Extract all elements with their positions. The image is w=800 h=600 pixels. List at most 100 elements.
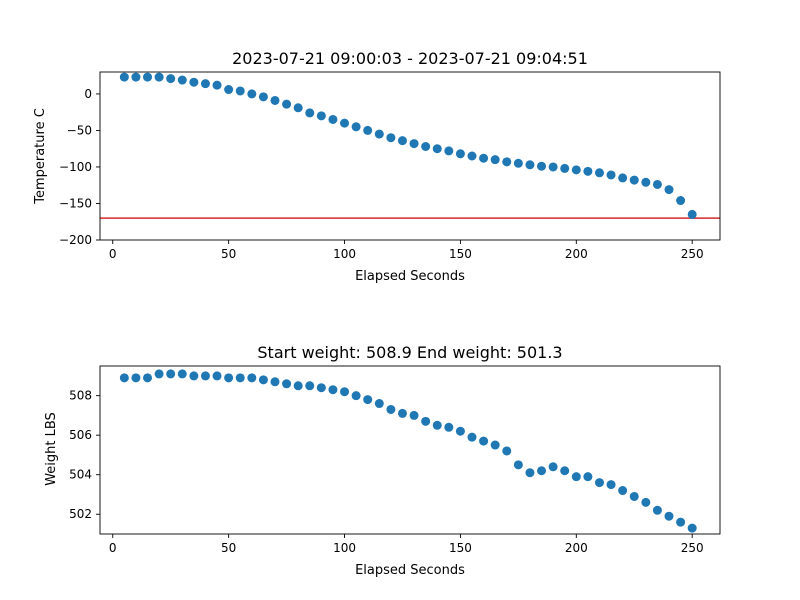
temperature-data-point <box>606 170 616 180</box>
temperature-data-point <box>328 114 338 124</box>
temperature-data-point <box>490 155 500 165</box>
weight-data-point <box>131 373 141 383</box>
temperature-data-point <box>664 185 674 195</box>
temperature-data-point <box>374 129 384 139</box>
temperature-data-point <box>537 161 547 171</box>
weight-data-point <box>119 373 129 383</box>
temperature-data-point <box>687 209 697 219</box>
weight-y-axis-label: Weight LBS <box>44 412 59 486</box>
weight-data-point <box>490 440 500 450</box>
weight-y-tick-label: 504 <box>69 468 92 482</box>
weight-data-point <box>455 426 465 436</box>
weight-data-point <box>548 462 558 472</box>
weight-y-tick-label: 502 <box>69 507 92 521</box>
temperature-x-tick-label: 50 <box>221 247 236 261</box>
weight-data-point <box>224 373 234 383</box>
weight-data-point <box>270 377 280 387</box>
temperature-plot-area: 0 50 100 150 200 250 −200 −150 −100 −50 0 <box>59 71 721 261</box>
temperature-data-point <box>409 139 419 149</box>
temperature-data-point <box>455 149 465 159</box>
temperature-y-tick-label: −50 <box>67 123 92 137</box>
weight-data-point <box>328 385 338 395</box>
weight-data-point <box>154 369 164 379</box>
temperature-x-axis-label: Elapsed Seconds <box>355 269 465 284</box>
temperature-data-point <box>200 79 210 89</box>
weight-data-point <box>247 373 257 383</box>
temperature-data-point <box>479 153 489 163</box>
weight-x-tick-label: 0 <box>109 541 117 555</box>
weight-plot-area: 0 50 100 150 200 250 502 504 506 508 <box>69 365 721 555</box>
temperature-data-point <box>212 80 222 90</box>
weight-data-point <box>537 466 547 476</box>
weight-x-tick-label: 50 <box>221 541 236 555</box>
temperature-y-tick-label: −200 <box>59 233 92 247</box>
weight-x-axis-label: Elapsed Seconds <box>355 563 465 578</box>
temperature-data-point <box>421 142 431 152</box>
temperature-axes-frame <box>99 71 721 241</box>
temperature-data-point <box>594 168 604 178</box>
weight-data-point <box>583 472 593 482</box>
weight-data-point <box>177 369 187 379</box>
temperature-x-tick-label: 250 <box>681 247 704 261</box>
temperature-data-point <box>432 144 442 154</box>
weight-data-point <box>397 408 407 418</box>
weight-data-point <box>421 416 431 426</box>
temperature-data-point <box>560 163 570 173</box>
temperature-chart-title: 2023-07-21 09:00:03 - 2023-07-21 09:04:5… <box>232 49 588 68</box>
weight-data-point <box>479 436 489 446</box>
weight-data-point <box>282 379 292 389</box>
temperature-y-tick-label: 0 <box>84 87 92 101</box>
weight-data-point <box>525 468 535 478</box>
weight-data-point <box>560 466 570 476</box>
weight-data-point <box>386 404 396 414</box>
temperature-data-point <box>258 92 268 102</box>
temperature-data-point <box>444 146 454 156</box>
weight-x-tick-label: 200 <box>565 541 588 555</box>
temperature-data-point <box>282 99 292 109</box>
temperature-data-point <box>316 111 326 121</box>
temperature-x-tick-label: 100 <box>333 247 356 261</box>
temperature-data-point <box>629 175 639 185</box>
temperature-data-point <box>235 86 245 96</box>
temperature-data-point <box>131 72 141 82</box>
weight-data-point <box>606 480 616 490</box>
weight-data-point <box>513 460 523 470</box>
temperature-data-point <box>386 133 396 143</box>
temperature-data-point <box>305 108 315 118</box>
weight-data-point <box>641 497 651 507</box>
temperature-data-point <box>154 72 164 82</box>
temperature-data-point <box>618 173 628 183</box>
temperature-data-point <box>548 162 558 172</box>
temperature-data-point <box>224 85 234 95</box>
temperature-data-point <box>571 165 581 175</box>
temperature-data-point <box>363 125 373 135</box>
weight-data-point <box>687 523 697 533</box>
temperature-data-point <box>293 103 303 113</box>
weight-data-point <box>293 381 303 391</box>
weight-data-point <box>235 373 245 383</box>
weight-chart-title: Start weight: 508.9 End weight: 501.3 <box>257 343 562 362</box>
weight-data-point <box>258 375 268 385</box>
weight-axes-frame <box>99 365 721 535</box>
temperature-data-point <box>166 74 176 84</box>
temperature-data-point <box>270 95 280 105</box>
temperature-x-tick-label: 150 <box>449 247 472 261</box>
weight-data-point <box>629 491 639 501</box>
temperature-data-point <box>583 166 593 176</box>
weight-data-point <box>189 371 199 381</box>
temperature-data-point <box>397 136 407 146</box>
weight-data-point <box>212 371 222 381</box>
temperature-data-point <box>641 177 651 187</box>
weight-data-point <box>664 511 674 521</box>
weight-data-point <box>676 517 686 527</box>
weight-data-point <box>200 371 210 381</box>
temperature-data-point <box>177 75 187 85</box>
temperature-data-point <box>189 77 199 87</box>
weight-x-tick-label: 150 <box>449 541 472 555</box>
temperature-chart: 2023-07-21 09:00:03 - 2023-07-21 09:04:5… <box>33 49 721 284</box>
weight-data-point <box>351 391 361 401</box>
weight-chart: Start weight: 508.9 End weight: 501.3 0 5… <box>44 343 721 578</box>
weight-data-point <box>166 369 176 379</box>
temperature-data-point <box>119 72 129 82</box>
